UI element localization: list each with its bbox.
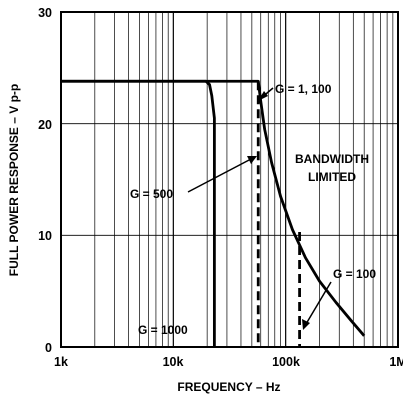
annotation-limited: LIMITED: [308, 170, 356, 184]
y-axis-title: FULL POWER RESPONSE – V p-p: [7, 84, 21, 276]
x-tick-label-100k: 100k: [272, 355, 300, 369]
annotation-g-1-100: G = 1, 100: [275, 82, 332, 96]
annotation-bandwidth: BANDWIDTH: [295, 152, 369, 166]
x-axis-title: FREQUENCY – Hz: [177, 380, 280, 394]
annotation-g-100: G = 100: [333, 267, 376, 281]
annotation-g-1000: G = 1000: [138, 323, 188, 337]
chart-grid: [61, 12, 398, 347]
y-tick-label-20: 20: [38, 118, 52, 132]
x-tick-label-1k: 1k: [54, 355, 68, 369]
arrows: [187, 87, 332, 330]
y-tick-label-10: 10: [38, 229, 52, 243]
series-line-g-1-100: [61, 79, 366, 337]
x-tick-label-10k: 10k: [163, 355, 184, 369]
arrow-g-100: [305, 281, 332, 325]
arrow-g-500: [187, 158, 252, 193]
plot-frame: [60, 11, 399, 348]
y-tick-label-30: 30: [38, 6, 52, 20]
series-line-g-1000: [61, 79, 216, 347]
arrow-g-1-100-head: [258, 91, 268, 101]
arrow-g-500-head: [247, 156, 257, 164]
chart-series: [61, 79, 366, 347]
annotation-g-500: G = 500: [130, 187, 173, 201]
x-tick-label-1m: 1M: [389, 355, 403, 369]
y-tick-label-0: 0: [45, 341, 52, 355]
arrow-g-100-head: [302, 319, 310, 330]
